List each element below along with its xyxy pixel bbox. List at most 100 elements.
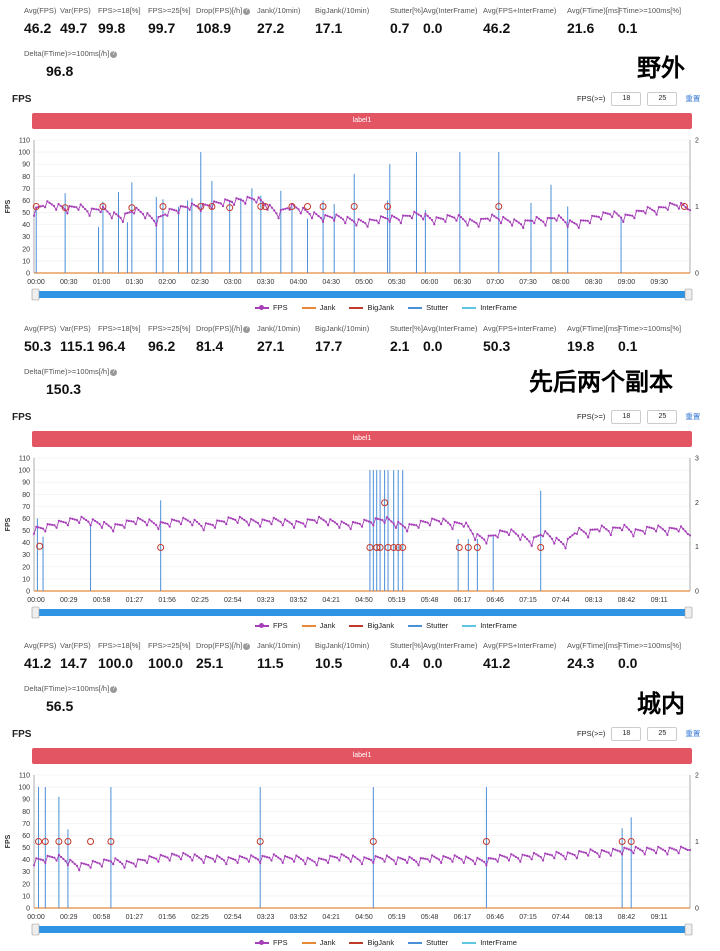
jank-marker[interactable] bbox=[157, 543, 165, 551]
fps-point bbox=[406, 214, 409, 217]
jank-marker[interactable] bbox=[384, 203, 392, 210]
reset-button[interactable]: 重置 bbox=[685, 411, 701, 421]
fps-threshold-input-1[interactable]: 18 bbox=[611, 410, 642, 424]
jank-marker[interactable] bbox=[399, 543, 407, 551]
reset-button[interactable]: 重置 bbox=[685, 93, 701, 103]
reset-button[interactable]: 重置 bbox=[685, 728, 701, 738]
fps-threshold-input-2[interactable]: 25 bbox=[647, 410, 678, 424]
slider-handle-right[interactable] bbox=[684, 923, 693, 936]
fps-point bbox=[299, 521, 302, 524]
jank-marker[interactable] bbox=[381, 499, 389, 507]
fps-point bbox=[44, 861, 47, 864]
slider-handle-left[interactable] bbox=[31, 606, 40, 619]
legend-item[interactable]: FPS bbox=[255, 938, 288, 947]
jank-marker[interactable] bbox=[55, 838, 63, 845]
legend-item[interactable]: Jank bbox=[301, 621, 335, 630]
jank-marker[interactable] bbox=[495, 203, 503, 210]
jank-marker[interactable] bbox=[32, 203, 40, 210]
jank-marker[interactable] bbox=[369, 838, 377, 845]
jank-marker[interactable] bbox=[35, 838, 43, 845]
jank-marker[interactable] bbox=[618, 838, 626, 845]
y-tick-label: 30 bbox=[22, 234, 30, 241]
fps-threshold-input-2[interactable]: 25 bbox=[647, 92, 678, 106]
jank-marker[interactable] bbox=[350, 203, 358, 210]
jank-marker[interactable] bbox=[197, 203, 205, 210]
legend-item[interactable]: BigJank bbox=[349, 938, 394, 947]
legend-item[interactable]: Jank bbox=[301, 938, 335, 947]
series-label-bar[interactable]: label1 bbox=[32, 748, 692, 764]
slider-track[interactable] bbox=[34, 291, 690, 298]
jank-marker[interactable] bbox=[99, 203, 107, 210]
slider-track[interactable] bbox=[34, 609, 690, 616]
jank-marker[interactable] bbox=[473, 543, 481, 551]
jank-marker[interactable] bbox=[319, 203, 327, 210]
fps-point bbox=[365, 857, 368, 860]
jank-marker[interactable] bbox=[366, 543, 374, 551]
legend-item[interactable]: Jank bbox=[301, 303, 335, 312]
slider-track[interactable] bbox=[34, 926, 690, 933]
legend-item[interactable]: Stutter bbox=[408, 303, 448, 312]
jank-marker[interactable] bbox=[680, 203, 688, 210]
jank-marker[interactable] bbox=[304, 203, 312, 210]
jank-marker[interactable] bbox=[41, 838, 49, 845]
slider-handle-right[interactable] bbox=[684, 288, 693, 301]
legend-item[interactable]: InterFrame bbox=[462, 303, 517, 312]
jank-marker[interactable] bbox=[107, 838, 115, 845]
fps-threshold-input-1[interactable]: 18 bbox=[611, 92, 642, 106]
slider-handle-left[interactable] bbox=[31, 923, 40, 936]
jank-marker[interactable] bbox=[128, 204, 136, 212]
fps-point bbox=[591, 849, 594, 852]
jank-marker[interactable] bbox=[87, 838, 95, 845]
fps-point bbox=[195, 520, 198, 523]
fps-point bbox=[469, 858, 472, 861]
jank-marker[interactable] bbox=[390, 543, 398, 551]
legend-item[interactable]: BigJank bbox=[349, 621, 394, 630]
fps-point bbox=[182, 851, 185, 855]
help-icon[interactable]: ? bbox=[243, 642, 251, 650]
jank-marker[interactable] bbox=[394, 543, 402, 551]
legend-item[interactable]: InterFrame bbox=[462, 621, 517, 630]
jank-marker[interactable] bbox=[61, 204, 69, 212]
jank-marker[interactable] bbox=[36, 542, 44, 550]
jank-marker[interactable] bbox=[257, 203, 265, 210]
legend-item[interactable]: InterFrame bbox=[462, 938, 517, 947]
time-range-slider[interactable] bbox=[31, 288, 693, 301]
time-range-slider[interactable] bbox=[31, 606, 693, 619]
jank-marker[interactable] bbox=[256, 838, 264, 845]
help-icon[interactable]: ? bbox=[110, 685, 118, 693]
help-icon[interactable]: ? bbox=[110, 50, 118, 58]
jank-marker[interactable] bbox=[627, 838, 635, 845]
fps-point bbox=[379, 518, 382, 521]
help-icon[interactable]: ? bbox=[243, 7, 251, 15]
fps-point bbox=[566, 537, 569, 540]
jank-marker[interactable] bbox=[64, 838, 72, 845]
jank-marker[interactable] bbox=[261, 203, 269, 210]
legend-item[interactable]: Stutter bbox=[408, 621, 448, 630]
jank-marker[interactable] bbox=[482, 838, 490, 845]
slider-handle-left[interactable] bbox=[31, 288, 40, 301]
help-icon[interactable]: ? bbox=[243, 325, 251, 333]
legend-item[interactable]: BigJank bbox=[349, 303, 394, 312]
slider-handle-right[interactable] bbox=[684, 606, 693, 619]
jank-marker[interactable] bbox=[373, 543, 381, 551]
fps-threshold-input-2[interactable]: 25 bbox=[647, 727, 678, 741]
jank-marker[interactable] bbox=[208, 203, 216, 210]
series-label-bar[interactable]: label1 bbox=[32, 113, 692, 129]
fps-point bbox=[299, 212, 302, 215]
series-label-bar[interactable]: label1 bbox=[32, 431, 692, 447]
help-icon[interactable]: ? bbox=[110, 368, 118, 376]
jank-marker[interactable] bbox=[288, 203, 296, 210]
legend-item[interactable]: Stutter bbox=[408, 938, 448, 947]
fps-point bbox=[241, 855, 244, 859]
jank-marker[interactable] bbox=[464, 543, 472, 551]
legend-item[interactable]: FPS bbox=[255, 303, 288, 312]
jank-marker[interactable] bbox=[455, 543, 463, 551]
time-range-slider[interactable] bbox=[31, 923, 693, 936]
fps-threshold-input-1[interactable]: 18 bbox=[611, 727, 642, 741]
jank-marker[interactable] bbox=[376, 543, 384, 551]
fps-point bbox=[229, 517, 232, 520]
legend-item[interactable]: FPS bbox=[255, 621, 288, 630]
jank-marker[interactable] bbox=[226, 204, 234, 212]
jank-marker[interactable] bbox=[537, 543, 545, 551]
jank-marker[interactable] bbox=[159, 203, 167, 210]
